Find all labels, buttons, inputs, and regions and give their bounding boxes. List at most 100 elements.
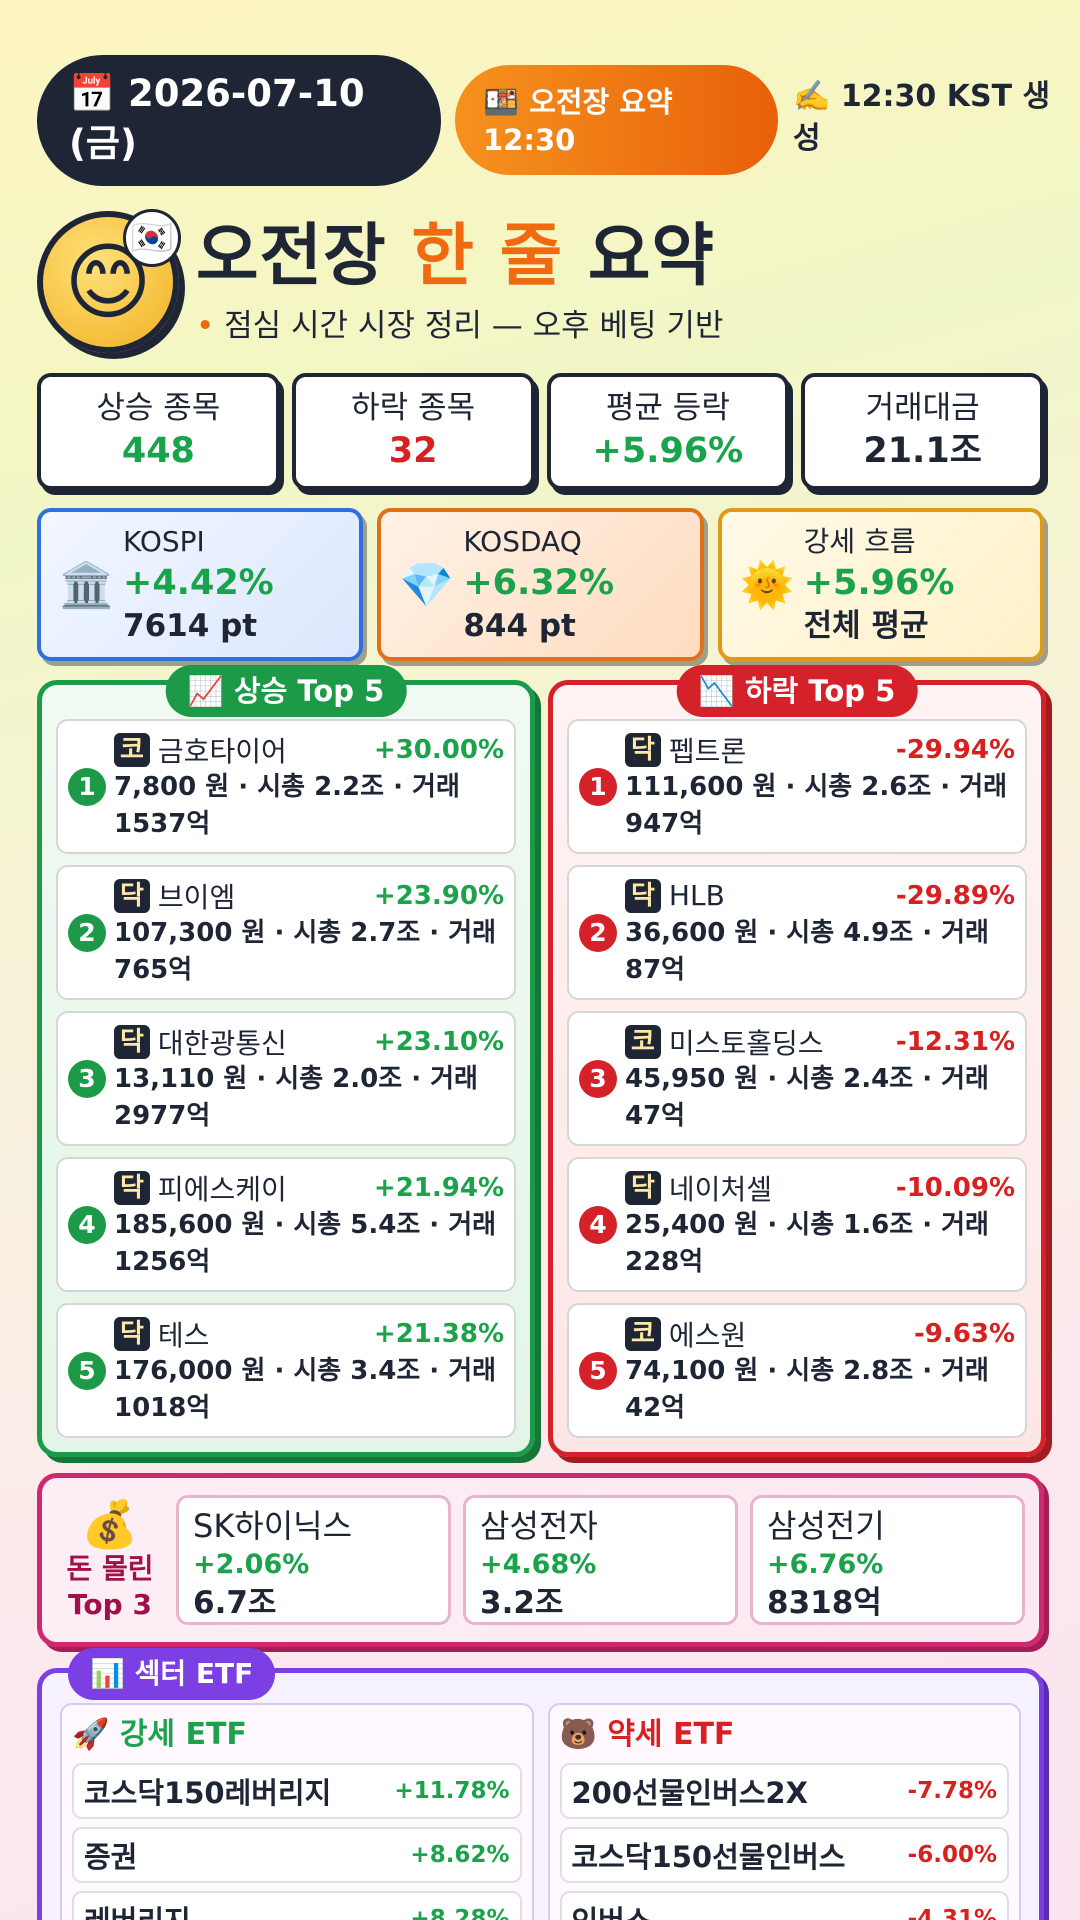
money-change: +2.06%	[193, 1549, 310, 1580]
stock-name: HLB	[668, 879, 725, 912]
etf-panel: 🚀 강세 ETF 코스닥150레버리지 +11.78% 증권 +8.62% 레버리지 +8.…	[37, 1668, 1044, 1920]
stock-head: 코 에스원 -9.63%	[625, 1315, 1015, 1353]
stock-body: 닥 펩트론 -29.94% 111,600 원 · 시총 2.6조 · 거래 947억	[625, 731, 1015, 843]
money-amount: 8318억	[767, 1585, 882, 1621]
rank-badge: 3	[579, 1059, 617, 1098]
money-label: 💰 돈 몰린 Top 3	[56, 1497, 164, 1623]
lunch-icon: 🍱	[483, 85, 530, 119]
money-amount: 6.7조	[193, 1585, 277, 1621]
stock-change: -29.94%	[895, 734, 1015, 765]
money-card: 삼성전자 +4.68% 3.2조	[463, 1495, 738, 1625]
etf-column-icon: 🚀	[72, 1717, 120, 1752]
losers-tab: 📉 하락 Top 5	[676, 665, 918, 717]
stock-head: 닥 테스 +21.38%	[114, 1315, 504, 1353]
stock-name: 피에스케이	[157, 1172, 287, 1206]
strong-etf-title: 강세 ETF	[119, 1717, 247, 1752]
stock-head: 닥 HLB -29.89%	[625, 877, 1015, 915]
money-title: 돈 몰린	[66, 1552, 154, 1585]
stock-head: 닥 피에스케이 +21.94%	[114, 1169, 504, 1207]
market-badge: 닥	[625, 1170, 661, 1205]
stat-value: 21.1조	[863, 431, 982, 471]
etf-title: 섹터 ETF	[134, 1657, 254, 1690]
etf-row: 200선물인버스2X -7.78%	[559, 1763, 1009, 1819]
etf-change: +11.78%	[394, 1778, 510, 1804]
index-value: 7614 pt	[123, 607, 258, 644]
stock-change: -29.89%	[895, 880, 1015, 911]
stock-change: +30.00%	[373, 734, 504, 765]
rank-badge: 2	[68, 913, 106, 952]
rank-badge: 1	[68, 767, 106, 806]
stock-card: 5 코 에스원 -9.63% 74,100 원 · 시총 2.8조 · 거래 42억	[567, 1303, 1027, 1438]
index-body: KOSPI +4.42% 7614 pt	[123, 523, 274, 647]
index-body: KOSDAQ +6.32% 844 pt	[463, 523, 614, 647]
stock-change: -12.31%	[895, 1026, 1015, 1057]
write-icon: ✍️	[793, 79, 841, 114]
stock-body: 닥 대한광통신 +23.10% 13,110 원 · 시총 2.0조 · 거래 297…	[114, 1023, 504, 1135]
rank-badge: 5	[579, 1351, 617, 1390]
stock-detail: 107,300 원 · 시총 2.7조 · 거래 765억	[114, 917, 497, 985]
stat-value: 32	[388, 431, 438, 471]
index-card: 🏛️ KOSPI +4.42% 7614 pt	[37, 508, 364, 661]
date-pill: 📅 2026-07-10 (금)	[37, 55, 441, 186]
etf-row: 인버스 -4.31%	[559, 1891, 1009, 1920]
flag: 🇰🇷	[123, 209, 181, 267]
money-card: SK하이닉스 +2.06% 6.7조	[176, 1495, 451, 1625]
stock-name: 금호타이어	[157, 734, 287, 768]
stock-body: 닥 브이엠 +23.90% 107,300 원 · 시총 2.7조 · 거래 765억	[114, 877, 504, 989]
stock-detail: 36,600 원 · 시총 4.9조 · 거래 87억	[625, 917, 989, 985]
rank-badge: 2	[579, 913, 617, 952]
money-amount: 3.2조	[480, 1585, 564, 1621]
index-icon: 🏛️	[59, 559, 114, 611]
index-change: +6.32%	[463, 562, 615, 603]
stats-row: 상승 종목 448 하락 종목 32 평균 등락 +5.96% 거래대금 21.1조	[37, 373, 1044, 490]
index-name: 강세 흐름	[803, 524, 916, 558]
etf-icon: 📊	[90, 1657, 135, 1690]
etf-tab: 📊 섹터 ETF	[68, 1648, 276, 1700]
stock-detail: 45,950 원 · 시총 2.4조 · 거래 47억	[625, 1063, 989, 1131]
etf-change: +8.28%	[410, 1906, 510, 1920]
etf-change: -4.31%	[907, 1906, 997, 1920]
subtitle: • 점심 시간 시장 정리 — 오후 베팅 기반	[196, 300, 723, 345]
subtitle-text: 점심 시간 시장 정리 — 오후 베팅 기반	[224, 308, 724, 344]
stock-card: 1 코 금호타이어 +30.00% 7,800 원 · 시총 2.2조 · 거래 153…	[56, 719, 516, 854]
stat-label: 거래대금	[865, 390, 980, 426]
chart-up-icon: 📈	[187, 674, 234, 708]
etf-row: 증권 +8.62%	[72, 1827, 522, 1883]
index-value: 844 pt	[463, 607, 576, 644]
weak-etf-title: 약세 ETF	[607, 1717, 735, 1752]
title-part: 오전장	[196, 217, 387, 296]
rank-badge: 4	[579, 1205, 617, 1244]
stock-card: 4 닥 네이처셀 -10.09% 25,400 원 · 시총 1.6조 · 거래 228…	[567, 1157, 1027, 1292]
market-badge: 닥	[625, 878, 661, 913]
stock-detail: 111,600 원 · 시총 2.6조 · 거래 947억	[625, 771, 1008, 839]
stock-body: 닥 테스 +21.38% 176,000 원 · 시총 3.4조 · 거래 1018억	[114, 1315, 504, 1427]
stat-label: 평균 등락	[605, 390, 730, 426]
index-name: KOSDAQ	[463, 524, 582, 558]
etf-change: -6.00%	[907, 1842, 997, 1868]
etf-name: 인버스	[572, 1898, 652, 1920]
market-badge: 닥	[114, 878, 150, 913]
etf-row: 레버리지 +8.28%	[72, 1891, 522, 1920]
market-badge: 닥	[114, 1316, 150, 1351]
mascot: 😊 🇰🇷	[37, 209, 181, 353]
stock-body: 닥 HLB -29.89% 36,600 원 · 시총 4.9조 · 거래 87억	[625, 877, 1015, 989]
session-pill: 🍱 오전장 요약 12:30	[455, 65, 778, 175]
generated: ✍️ 12:30 KST 생성	[793, 76, 1053, 160]
stat-card: 거래대금 21.1조	[801, 373, 1044, 490]
rank-badge: 3	[68, 1059, 106, 1098]
stock-detail: 7,800 원 · 시총 2.2조 · 거래 1537억	[114, 771, 460, 839]
etf-row: 코스닥150레버리지 +11.78%	[72, 1763, 522, 1819]
stat-label: 상승 종목	[96, 390, 221, 426]
index-value: 전체 평균	[803, 607, 929, 644]
bullet: •	[196, 308, 225, 344]
etf-name: 레버리지	[84, 1898, 191, 1920]
money-card: 삼성전기 +6.76% 8318억	[750, 1495, 1025, 1625]
money-name: SK하이닉스	[193, 1507, 353, 1545]
index-body: 강세 흐름 +5.96% 전체 평균	[804, 523, 955, 647]
stock-head: 닥 펩트론 -29.94%	[625, 731, 1015, 769]
money-name: 삼성전기	[767, 1507, 885, 1545]
stat-value: 448	[121, 431, 195, 471]
index-change: +4.42%	[123, 562, 274, 603]
stock-body: 코 금호타이어 +30.00% 7,800 원 · 시총 2.2조 · 거래 1537…	[114, 731, 504, 843]
